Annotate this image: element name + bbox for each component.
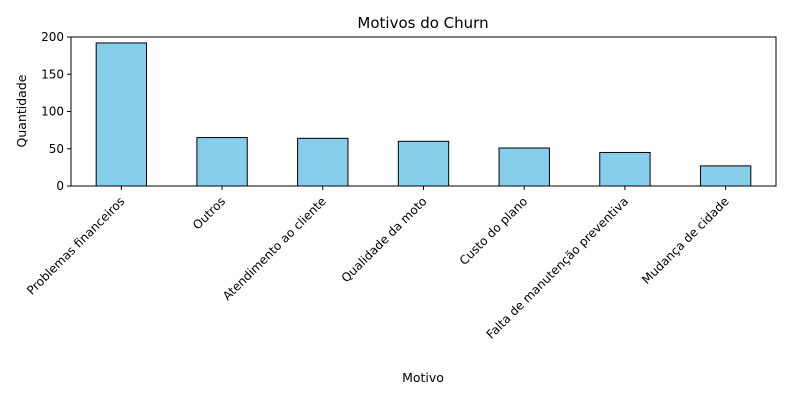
bar (498, 147, 550, 187)
x-tick-label: Atendimento ao cliente (220, 194, 329, 303)
y-axis-label: Quantidade (14, 74, 29, 147)
bar (599, 151, 651, 187)
y-tick-label: 100 (41, 105, 64, 119)
x-tick-label: Problemas financeiros (24, 194, 127, 297)
x-tick-label: Custo do plano (457, 194, 531, 268)
y-tick-label: 150 (41, 67, 64, 81)
bar (95, 42, 148, 187)
y-axis: 0 50 100 150 200 (41, 30, 71, 193)
chart-title: Motivos do Churn (357, 14, 488, 32)
bar (196, 137, 248, 187)
x-axis-label: Motivo (402, 370, 444, 385)
y-tick-label: 0 (56, 179, 64, 193)
x-tick-label: Qualidade da moto (339, 194, 430, 285)
y-tick-label: 50 (49, 142, 64, 156)
x-tick-label: Outros (190, 194, 228, 232)
plot-frame (70, 36, 777, 187)
y-tick-label: 200 (41, 30, 64, 44)
bar (297, 137, 349, 187)
bar (397, 140, 450, 187)
bars-group (95, 42, 752, 187)
bar (699, 165, 752, 187)
x-tick-label: Mudança de cidade (639, 194, 732, 287)
